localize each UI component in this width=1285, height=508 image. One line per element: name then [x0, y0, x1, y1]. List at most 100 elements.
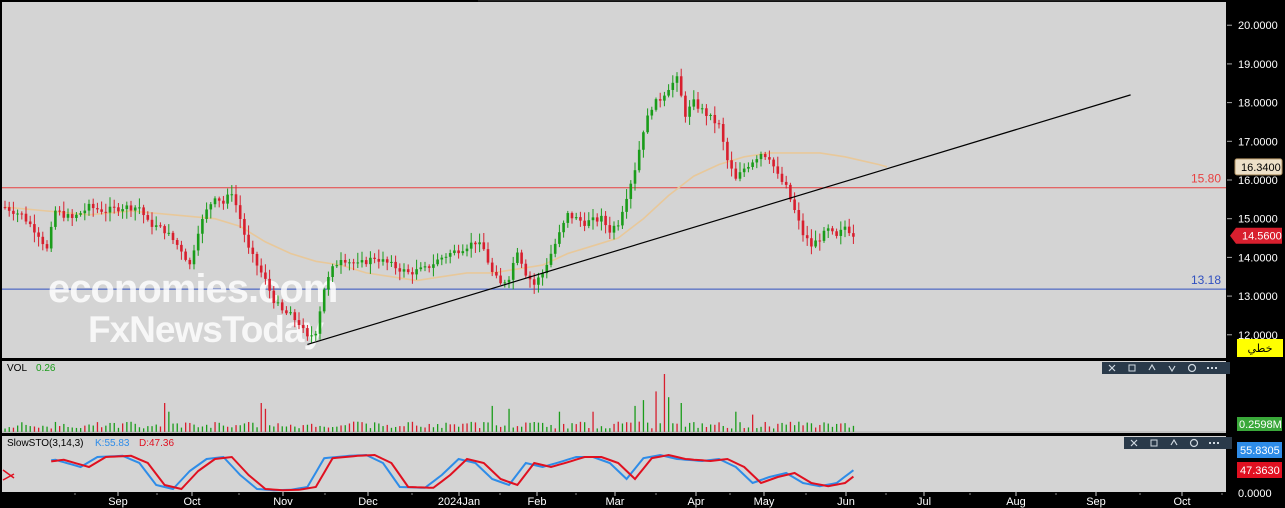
candle-body — [751, 162, 754, 167]
candle-body — [327, 276, 330, 290]
candle-body — [818, 240, 822, 242]
time-tick-label: Jun — [837, 496, 855, 508]
volume-bar — [659, 423, 661, 432]
candle-body — [553, 243, 557, 254]
price-tick-label: 13.0000 — [1238, 291, 1278, 303]
candle-body — [474, 242, 477, 245]
volume-bar — [302, 425, 304, 432]
time-tick-label: Oct — [1173, 496, 1190, 508]
volume-bar — [579, 421, 582, 432]
candle-body — [125, 205, 129, 210]
close-icon[interactable] — [1108, 364, 1116, 372]
window-icon[interactable] — [1150, 439, 1158, 447]
candle-body — [79, 213, 82, 215]
volume-bar — [546, 426, 548, 432]
volume-bar — [680, 403, 682, 432]
candle-body — [625, 198, 628, 212]
candle-body — [280, 302, 284, 311]
close-icon[interactable] — [1130, 439, 1138, 447]
volume-bar — [155, 424, 157, 432]
volume-bar — [718, 422, 720, 432]
volume-bar — [474, 422, 477, 432]
candle-body — [831, 228, 834, 232]
candle-body — [58, 210, 61, 212]
volume-bar — [525, 422, 527, 432]
window-icon[interactable] — [1128, 364, 1136, 372]
candle-body — [192, 250, 196, 265]
candle-body — [574, 217, 578, 219]
time-tick-label: Apr — [687, 496, 704, 508]
candle-body — [138, 207, 141, 209]
stoch-d-box — [1237, 462, 1282, 478]
candle-body — [171, 232, 175, 241]
volume-bar — [789, 421, 792, 432]
candle-body — [385, 259, 389, 263]
candle-body — [696, 99, 700, 109]
volume-bar — [59, 426, 61, 432]
candle-body — [293, 312, 297, 321]
candle-body — [142, 207, 145, 216]
candle-body — [264, 272, 267, 279]
volume-bar — [760, 426, 762, 432]
candle-body — [406, 269, 410, 273]
volume-bar — [75, 427, 78, 432]
up-icon[interactable] — [1148, 363, 1156, 371]
time-tick-label: Sep — [108, 496, 128, 508]
candle-body — [230, 194, 234, 196]
down-icon[interactable] — [1168, 365, 1176, 373]
candle-body — [54, 210, 57, 227]
axes: 20.0000 19.0000 18.0000 17.0000 16.0000 15.00… — [74, 20, 1283, 508]
volume-bar — [348, 423, 351, 432]
time-tick-label: Feb — [528, 496, 547, 508]
settings-icon[interactable] — [1189, 438, 1199, 448]
volume-bar — [88, 424, 90, 432]
candle-body — [490, 262, 494, 272]
candle-body — [356, 262, 360, 264]
volume-bar — [668, 397, 670, 432]
volume-bar — [823, 422, 825, 432]
candle-body — [616, 225, 620, 227]
candle-body — [646, 115, 649, 133]
candle-body — [83, 210, 87, 214]
volume-bar — [235, 425, 237, 432]
settings-icon[interactable] — [1187, 363, 1197, 373]
volume-bar — [785, 424, 787, 432]
volume-bar — [672, 423, 674, 432]
candle-body — [650, 109, 654, 116]
volume-bar — [231, 427, 233, 432]
candle-body — [780, 173, 784, 182]
volume-bar — [437, 424, 439, 432]
volume-bar — [836, 423, 838, 432]
volume-bar — [642, 400, 645, 432]
stoch-left-stub — [2, 469, 15, 481]
volume-bar — [315, 426, 317, 432]
candle-body — [373, 257, 376, 259]
volume-bar — [819, 424, 821, 432]
candle-body — [516, 252, 519, 263]
volume-bar — [323, 426, 325, 432]
candle-body — [663, 95, 666, 101]
last-price-box — [1230, 227, 1282, 244]
candle-body — [759, 154, 763, 160]
volume-bar — [399, 426, 401, 432]
volume-bar — [500, 426, 502, 432]
up-icon[interactable] — [1170, 438, 1178, 446]
candle-body — [532, 279, 536, 285]
volume-bar — [168, 411, 170, 432]
candle-body — [96, 208, 99, 210]
chart-type-badge — [1237, 339, 1283, 357]
candle-body — [297, 320, 301, 326]
candle-body — [234, 194, 238, 206]
volume-bar — [54, 421, 57, 432]
price-tick-label: 20.0000 — [1238, 20, 1278, 32]
volume-bar — [248, 422, 250, 432]
volume-bar — [164, 403, 166, 432]
volume-bar — [105, 425, 107, 432]
volume-bar — [739, 422, 741, 432]
candle-body — [331, 266, 334, 277]
volume-bar — [206, 424, 208, 432]
volume-bar — [197, 427, 199, 432]
volume-bar — [550, 424, 552, 432]
volume-bar — [588, 428, 590, 432]
volume-bar — [626, 422, 628, 432]
